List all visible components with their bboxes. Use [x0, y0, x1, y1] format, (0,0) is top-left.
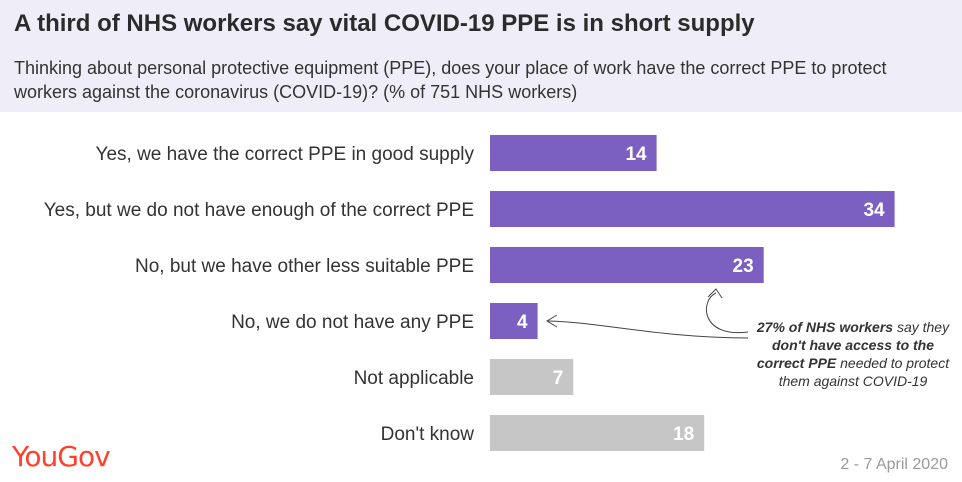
data-label: 4	[517, 312, 528, 333]
category-label: Yes, we have the correct PPE in good sup…	[96, 144, 475, 165]
annotation-arrow-upper	[705, 292, 749, 334]
data-label: 34	[863, 200, 885, 221]
chart-header: A third of NHS workers say vital COVID-1…	[0, 0, 962, 112]
annotation-arrowhead-upper	[707, 288, 723, 299]
bar	[490, 135, 657, 171]
category-label: Don't know	[381, 424, 475, 445]
chart-title: A third of NHS workers say vital COVID-1…	[14, 10, 755, 37]
annotation-text-end: needed to protect them against COVID-19	[778, 355, 950, 389]
data-label: 7	[553, 368, 564, 389]
annotation-arrow-lower	[547, 320, 749, 339]
data-label: 18	[673, 424, 694, 445]
category-label: No, but we have other less suitable PPE	[135, 256, 474, 277]
category-label: Yes, but we do not have enough of the co…	[44, 200, 474, 221]
bar	[490, 191, 895, 227]
data-label: 14	[625, 144, 647, 165]
bar	[490, 415, 705, 451]
bar	[490, 303, 538, 339]
bar	[490, 359, 574, 395]
chart-annotation: 27% of NHS workers say they don't have a…	[748, 318, 958, 390]
category-label: No, we do not have any PPE	[231, 312, 474, 333]
annotation-highlight: 27% of NHS workers	[756, 319, 894, 335]
category-label: Not applicable	[354, 368, 474, 389]
data-label: 23	[733, 256, 754, 277]
chart-subtitle: Thinking about personal protective equip…	[14, 58, 887, 102]
annotation-emphasis: don't have access to the correct PPE	[756, 337, 935, 371]
annotation-arrowhead-lower	[546, 314, 558, 328]
bar	[490, 247, 764, 283]
fieldwork-date: 2 - 7 April 2020	[840, 456, 948, 473]
yougov-logo: YouGov	[12, 440, 111, 473]
annotation-text: say they	[893, 319, 950, 335]
